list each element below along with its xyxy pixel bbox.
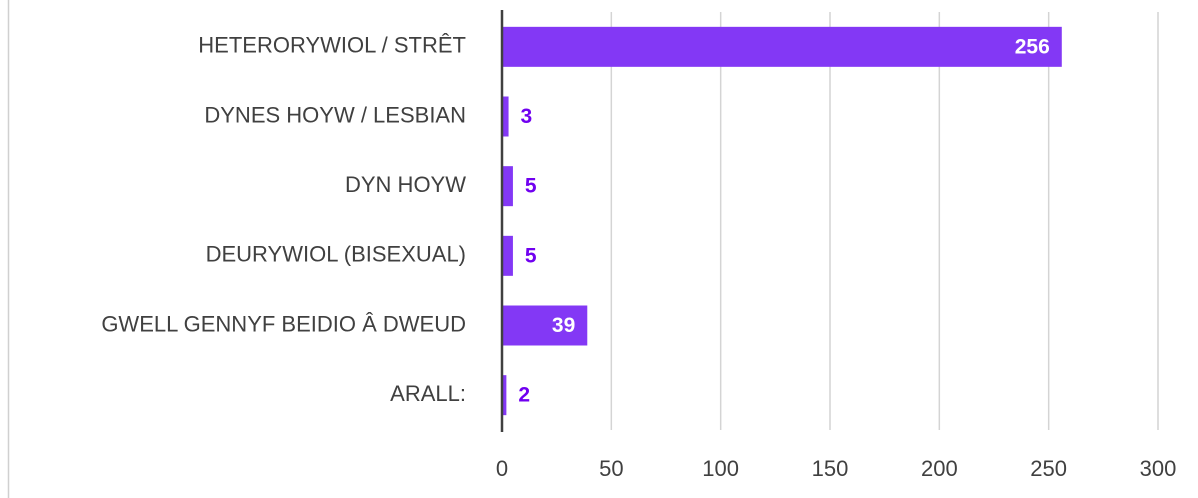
y-tick-label: GWELL GENNYF BEIDIO Â DWEUD [101, 311, 466, 336]
y-tick-label: DYN HOYW [345, 172, 466, 197]
x-tick-label: 200 [921, 456, 958, 481]
bar [502, 96, 509, 137]
bar [502, 375, 507, 416]
y-tick-label: ARALL: [390, 381, 466, 406]
bar [502, 305, 588, 346]
x-tick-label: 0 [496, 456, 508, 481]
bar [502, 26, 1062, 67]
x-tick-label: 150 [812, 456, 849, 481]
bar [502, 166, 513, 207]
y-tick-label: HETERORYWIOL / STRÊT [198, 33, 466, 58]
value-label: 39 [552, 314, 575, 337]
x-tick-label: 100 [702, 456, 739, 481]
bar [502, 235, 513, 276]
value-label: 5 [525, 175, 537, 198]
x-tick-label: 50 [599, 456, 623, 481]
y-tick-label: DYNES HOYW / LESBIAN [204, 102, 466, 127]
value-label: 5 [525, 244, 537, 267]
x-tick-label: 250 [1030, 456, 1067, 481]
value-label: 2 [518, 384, 530, 407]
x-tick-label: 300 [1140, 456, 1177, 481]
value-label: 3 [521, 105, 533, 128]
value-label: 256 [1015, 35, 1050, 58]
y-tick-label: DEURYWIOL (BISEXUAL) [206, 242, 466, 267]
